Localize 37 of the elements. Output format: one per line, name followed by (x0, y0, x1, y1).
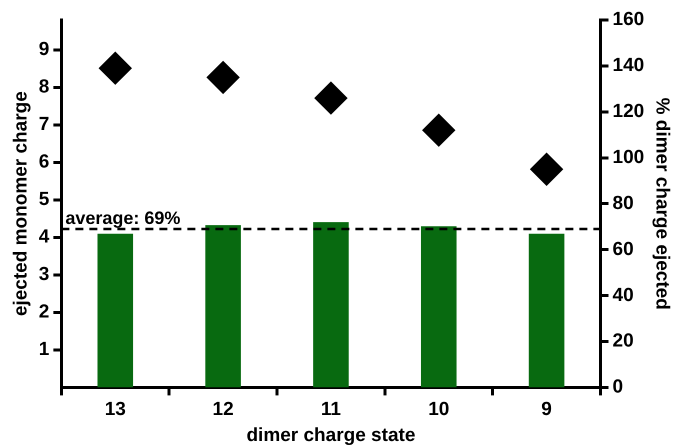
y-tick-label: 7 (38, 114, 50, 136)
y2-tick-label: 140 (612, 55, 644, 76)
y2-tick-label: 80 (612, 192, 634, 214)
y2-tick-label: 100 (612, 147, 644, 168)
point (314, 82, 348, 115)
y2-tick-label: 120 (612, 101, 644, 122)
point (206, 60, 240, 94)
bar (313, 222, 349, 388)
y2-tick-label: 60 (612, 238, 634, 260)
point (530, 152, 564, 186)
y-tick-label: 1 (38, 339, 50, 360)
bar (97, 234, 134, 388)
bar (420, 226, 457, 388)
y-tick-label: 6 (38, 152, 50, 173)
y-tick-label: 2 (38, 302, 50, 323)
x-tick-label: 11 (320, 399, 342, 420)
y-tick-label: 8 (38, 76, 50, 98)
y-tick-label: 3 (38, 264, 50, 286)
y2-tick-label: 160 (612, 9, 644, 30)
y-axis-title: ejected monomer charge (10, 91, 32, 316)
y2-axis-title: % dimer charge ejected (651, 98, 672, 310)
y2-tick-label: 40 (612, 284, 634, 306)
x-tick-label: 12 (212, 399, 234, 420)
ref-line-label: average: 69% (65, 208, 180, 228)
point (422, 114, 456, 147)
x-tick-label: 13 (104, 399, 126, 420)
y2-tick-label: 0 (612, 376, 624, 398)
y-tick-label: 4 (38, 226, 50, 248)
y-tick-label: 9 (38, 39, 50, 60)
point (98, 52, 132, 85)
y2-tick-label: 20 (612, 330, 634, 352)
bar (205, 225, 241, 388)
x-axis-title: dimer charge state (246, 424, 416, 446)
x-tick-label: 9 (541, 399, 552, 420)
x-tick-label: 10 (428, 399, 450, 420)
y-tick-label: 5 (38, 189, 50, 210)
bar (528, 234, 564, 388)
